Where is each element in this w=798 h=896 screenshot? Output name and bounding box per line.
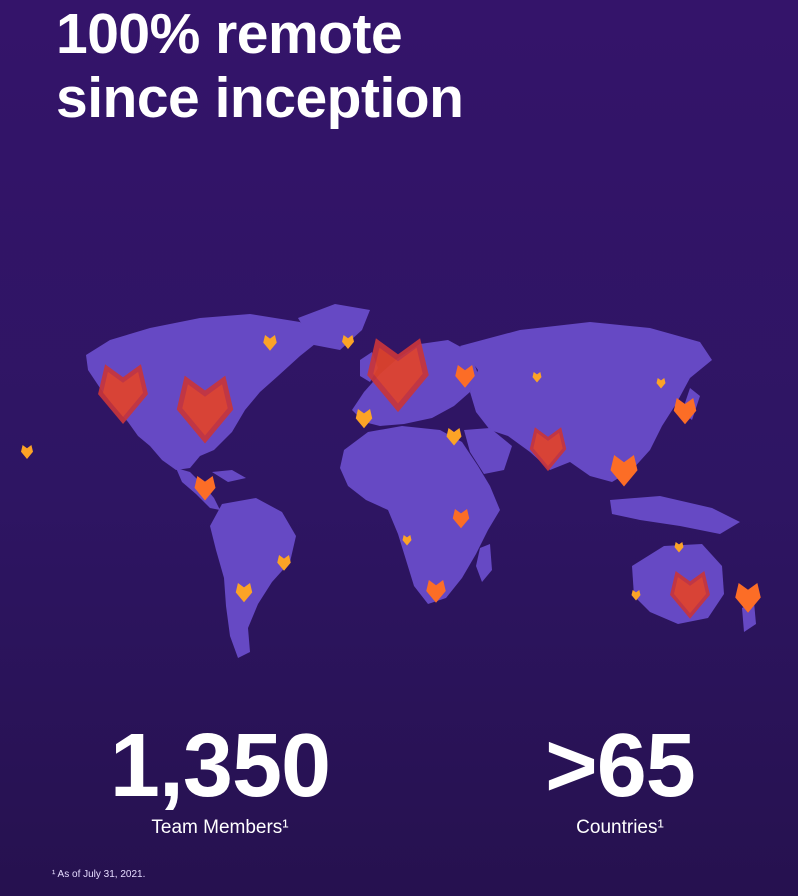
world-map [0,290,798,670]
headline-line-2: since inception [56,66,464,130]
countries-label: Countries¹ [576,817,664,838]
world-map-svg [21,304,761,658]
caribbean-shape [212,470,246,482]
arabia-shape [464,428,512,474]
countries-count: >65 [545,716,696,816]
team-members-stat: 1,350 Team Members¹ [90,718,350,840]
asia-shape [460,322,712,482]
footnote: ¹ As of July 31, 2021. [52,869,146,880]
team-members-count: 1,350 [109,716,331,816]
tanuki-logo-icon [21,445,33,459]
south-america-shape [210,498,296,658]
southeast-asia-islands-shape [610,496,740,534]
africa-shape [340,426,500,604]
headline-line-1: 100% remote [56,2,403,66]
madagascar-shape [476,544,492,582]
headline: 100% remote since inception [56,2,464,130]
tanuki-logo-icon [673,398,697,425]
countries-stat: >65 Countries¹ [490,718,750,840]
team-members-label: Team Members¹ [151,817,289,838]
tanuki-logo-icon [735,583,761,613]
